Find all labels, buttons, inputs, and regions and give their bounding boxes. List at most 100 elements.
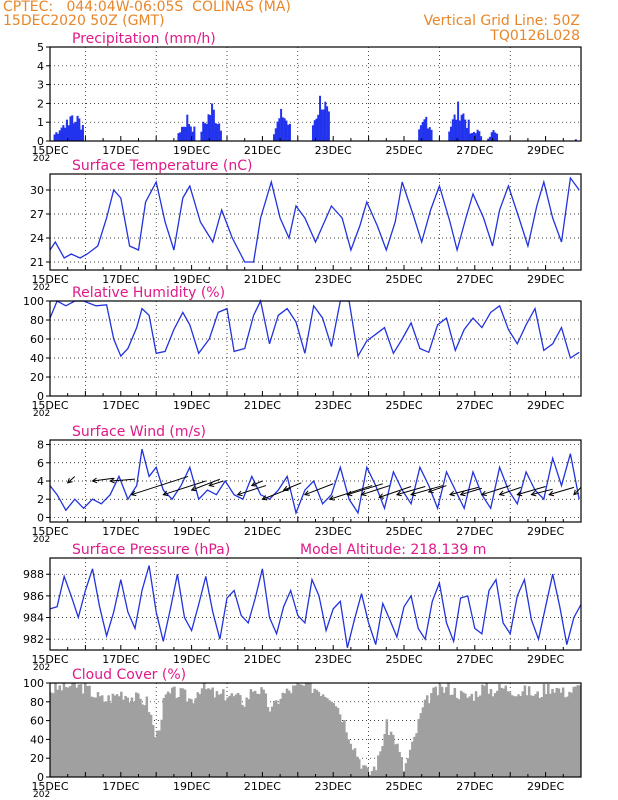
precipitation-(mm/h)-bar bbox=[182, 126, 185, 141]
cloud-cover-bar bbox=[438, 683, 442, 777]
precipitation-(mm/h)-xtick-label: 15DEC bbox=[31, 144, 68, 157]
surface-wind-arrow bbox=[131, 475, 189, 496]
surface-wind-arrow bbox=[191, 478, 221, 491]
cloud-cover-bar bbox=[219, 693, 223, 777]
cloud-cover-bar bbox=[105, 701, 108, 777]
cloud-cover-bar bbox=[264, 693, 268, 777]
precipitation-(mm/h)-bar bbox=[67, 125, 70, 141]
cloud-cover-bar bbox=[462, 692, 465, 777]
precipitation-(mm/h)-bar bbox=[462, 113, 465, 141]
surface-wind-xtick-label: 25DEC bbox=[385, 525, 422, 538]
cloud-cover-bar bbox=[175, 697, 178, 777]
cloud-cover-bar bbox=[498, 683, 501, 777]
cloud-cover-bar bbox=[94, 697, 98, 777]
precipitation-(mm/h)-bar bbox=[65, 119, 68, 141]
cloud-cover-bar bbox=[362, 765, 365, 777]
precipitation-(mm/h)-bar bbox=[313, 120, 316, 141]
cloud-cover-bar bbox=[353, 748, 357, 777]
cloud-cover-bar bbox=[485, 683, 488, 777]
cloud-cover-bar bbox=[389, 731, 393, 777]
precipitation-(mm/h)-bar bbox=[448, 131, 451, 141]
cloud-cover-bar bbox=[302, 685, 306, 777]
cloud-cover-bar bbox=[406, 758, 410, 777]
cloud-cover-bar bbox=[90, 696, 93, 777]
cloud-cover-bar bbox=[559, 692, 563, 777]
surface-wind-arrow-head bbox=[162, 490, 169, 497]
precipitation-(mm/h)-bar bbox=[450, 126, 453, 141]
cloud-cover-bar bbox=[496, 690, 499, 777]
surface-wind-arrow bbox=[517, 485, 546, 496]
cloud-cover-bar bbox=[73, 683, 76, 777]
cloud-cover-bar bbox=[317, 691, 321, 777]
cloud-cover-bar bbox=[453, 688, 457, 777]
precipitation-(mm/h)-bar bbox=[186, 114, 189, 141]
cloud-cover-bar bbox=[347, 739, 350, 777]
cloud-cover-bar bbox=[542, 684, 546, 777]
cloud-cover-bar bbox=[487, 693, 491, 777]
cloud-cover-bar bbox=[459, 690, 463, 777]
cloud-cover-bar bbox=[251, 691, 255, 777]
precipitation-(mm/h)-bar bbox=[273, 134, 276, 141]
surface-wind-xtick-label: 15DEC bbox=[31, 525, 68, 538]
surface-wind-arrow bbox=[531, 488, 553, 496]
relative-humidity-title: Relative Humidity (%) bbox=[72, 285, 225, 301]
cloud-cover-bar bbox=[139, 698, 142, 777]
surface-temperature-xtick-label: 17DEC bbox=[102, 273, 139, 286]
cloud-cover-bar bbox=[370, 770, 374, 777]
cloud-cover-bar bbox=[207, 688, 210, 777]
cloud-cover-bar bbox=[185, 701, 189, 777]
relative-humidity-frame bbox=[49, 300, 582, 397]
header-model-code: TQ0126L028 bbox=[490, 28, 580, 44]
surface-temperature-xtick-label: 19DEC bbox=[173, 273, 210, 286]
cloud-cover-bar bbox=[398, 751, 401, 777]
surface-wind-xtick-label: 23DEC bbox=[315, 525, 352, 538]
cloud-cover-bar bbox=[466, 697, 469, 777]
cloud-cover-bar bbox=[196, 692, 200, 777]
cloud-cover-bar bbox=[425, 695, 429, 777]
cloud-cover-bar bbox=[107, 695, 110, 777]
cloud-cover-bar bbox=[283, 693, 287, 777]
cloud-cover-bar bbox=[200, 688, 204, 777]
cloud-cover-bar bbox=[506, 691, 510, 777]
cloud-cover-bar bbox=[349, 743, 353, 777]
cloud-cover-bar bbox=[79, 684, 83, 777]
cloud-cover-bar bbox=[504, 685, 508, 777]
cloud-cover-bar bbox=[449, 695, 452, 777]
surface-wind-xtick-label: 19DEC bbox=[173, 525, 210, 538]
precipitation-(mm/h)-bar bbox=[473, 131, 476, 141]
cloud-cover-bar bbox=[137, 693, 140, 777]
relative-humidity-series-line bbox=[49, 299, 580, 360]
cloud-cover-bar bbox=[96, 692, 100, 777]
cloud-cover-bar bbox=[527, 686, 531, 777]
surface-wind-arrow-head bbox=[516, 490, 523, 497]
surface-wind-arrow-head bbox=[459, 490, 466, 497]
cloud-cover-bar bbox=[574, 686, 578, 777]
cloud-cover-bar bbox=[540, 696, 544, 777]
cloud-cover-bar bbox=[357, 759, 361, 777]
surface-wind-arrow-head bbox=[109, 477, 115, 484]
surface-wind-arrow bbox=[209, 480, 224, 487]
surface-wind-arrow bbox=[428, 485, 447, 493]
cloud-cover-bar bbox=[226, 697, 229, 777]
surface-wind-arrow-head bbox=[346, 490, 353, 497]
surface-wind-ytick-label: 8 bbox=[37, 439, 44, 452]
surface-wind-arrow bbox=[548, 486, 575, 496]
cloud-cover-bar bbox=[404, 763, 408, 777]
cloud-cover-bar bbox=[387, 735, 391, 777]
surface-pressure-ytick-label: 988 bbox=[23, 568, 44, 581]
cloud-cover-bar bbox=[234, 694, 238, 777]
header-grid-note: Vertical Grid Line: 50Z bbox=[423, 13, 580, 29]
precipitation-(mm/h)-bar bbox=[214, 123, 217, 141]
cloud-cover-ytick-label: 100 bbox=[23, 677, 44, 690]
precipitation-(mm/h)-bar bbox=[478, 131, 481, 141]
precipitation-(mm/h)-bar bbox=[203, 123, 206, 141]
cloud-cover-xtick-label: 15DEC bbox=[31, 780, 68, 793]
cloud-cover-xtick-label: 25DEC bbox=[385, 780, 422, 793]
precipitation-(mm/h)-bar bbox=[81, 125, 84, 141]
surface-wind-arrow-head bbox=[498, 490, 505, 497]
precipitation-(mm/h)-bar bbox=[74, 121, 77, 141]
precipitation-(mm/h)-bar bbox=[451, 119, 454, 141]
surface-temperature-ytick-label: 21 bbox=[30, 256, 44, 269]
cloud-cover-bar bbox=[493, 693, 497, 777]
precipitation-(mm/h)-bar bbox=[274, 128, 277, 141]
